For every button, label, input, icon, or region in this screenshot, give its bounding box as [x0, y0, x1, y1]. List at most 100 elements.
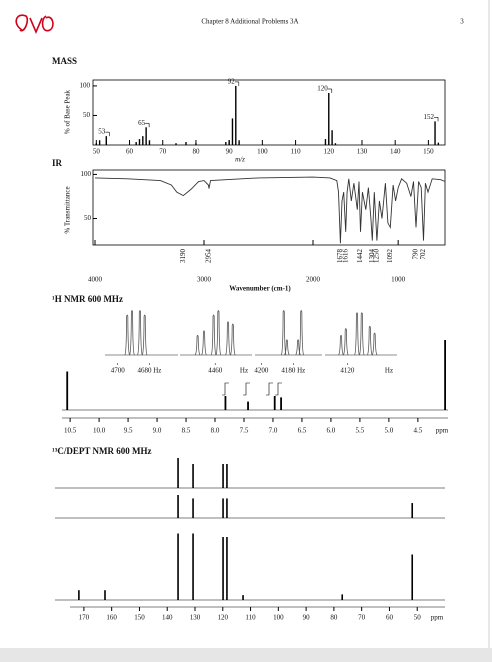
peak — [411, 554, 414, 600]
integral — [243, 382, 250, 396]
plot-frame — [92, 169, 446, 246]
peak-label: 3190 — [179, 249, 187, 264]
inset-tick-label: 4200 — [254, 367, 269, 375]
multiplet-line — [137, 310, 143, 356]
peak — [177, 533, 179, 600]
section-title: IR — [52, 158, 63, 168]
x-tick-label: 10.5 — [64, 427, 77, 435]
peak — [177, 458, 179, 488]
peak — [242, 595, 244, 600]
multiplet-line — [124, 314, 130, 356]
x-tick-label: 4.5 — [413, 427, 422, 435]
x-axis-label: Wavenumber (cm-1) — [229, 285, 291, 293]
x-tick-label: 90 — [226, 148, 234, 156]
peak — [192, 533, 194, 600]
x-tick-label: 9.0 — [153, 427, 162, 435]
peak — [195, 143, 197, 145]
peak-label: 1092 — [386, 249, 394, 264]
y-axis-label: % of Base Peak — [64, 89, 72, 134]
multiplet-line — [338, 334, 344, 356]
x-tick-label: 8.5 — [182, 427, 191, 435]
peak — [222, 464, 224, 488]
multiplet-line — [298, 310, 305, 356]
x-axis-label: ppm — [431, 614, 444, 622]
x-tick-label: 9.5 — [124, 427, 133, 435]
x-tick-label: 1000 — [391, 276, 406, 284]
x-tick-label: 7.5 — [240, 427, 249, 435]
x-tick-label: 150 — [423, 148, 434, 156]
section-title: MASS — [52, 56, 77, 66]
x-tick-label: 80 — [330, 614, 338, 622]
x-tick-label: 50 — [414, 614, 422, 622]
x-tick-label: 50 — [93, 148, 101, 156]
x-tick-label: 100 — [257, 148, 268, 156]
peak — [104, 590, 106, 600]
multiplet-line — [230, 323, 236, 356]
peak — [226, 464, 228, 488]
peak-label: 1304 — [368, 249, 376, 264]
x-axis-label: m/z — [235, 156, 245, 164]
x-tick-label: 7.0 — [269, 427, 278, 435]
multiplet-line — [354, 312, 360, 356]
x-tick-label: 110 — [290, 148, 301, 156]
peak-label: 1442 — [356, 249, 364, 264]
x-tick-label: 140 — [390, 148, 401, 156]
screen-bar — [0, 648, 492, 662]
x-tick-label: 90 — [303, 614, 311, 622]
x-tick-label: 3000 — [197, 276, 212, 284]
peak — [222, 498, 224, 518]
peak-label: 790 — [412, 249, 420, 260]
multiplet-line — [359, 312, 365, 356]
x-tick-label: 5.5 — [356, 427, 365, 435]
peak — [78, 590, 80, 600]
x-tick-label: 5.0 — [385, 427, 394, 435]
peak-label: 152 — [424, 113, 435, 121]
peak — [148, 140, 151, 145]
plot-frame — [92, 79, 446, 146]
x-tick-label: 140 — [162, 614, 173, 622]
x-tick-label: 8.0 — [211, 427, 220, 435]
peak — [273, 396, 276, 410]
page-number: 3 — [460, 18, 464, 26]
peak — [444, 340, 447, 410]
peak — [145, 127, 147, 145]
x-tick-label: 70 — [358, 614, 366, 622]
peak-label: 53 — [98, 128, 106, 136]
x-tick-label: 4000 — [88, 276, 103, 284]
multiplet-line — [225, 321, 231, 356]
peak — [177, 495, 179, 518]
peak-label: 2954 — [205, 249, 213, 264]
peak — [224, 396, 227, 410]
peak — [247, 401, 249, 410]
multiplet-line — [215, 310, 222, 356]
peak — [231, 118, 234, 145]
section-title: ¹H NMR 600 MHz — [52, 294, 123, 304]
multiplet-line — [280, 310, 287, 356]
peak — [66, 371, 69, 410]
peak — [228, 140, 230, 145]
x-tick-label: 100 — [273, 614, 284, 622]
peak-label: 65 — [138, 119, 146, 127]
x-tick-label: 60 — [386, 614, 394, 622]
ir-trace — [94, 176, 446, 244]
peak — [334, 143, 337, 145]
peak — [238, 140, 240, 145]
x-axis-label: ppm — [436, 427, 449, 435]
peak — [175, 143, 177, 145]
multiplet-line — [194, 334, 201, 356]
x-tick-label: 60 — [126, 148, 134, 156]
peak — [98, 140, 101, 145]
inset-tick-label: 4180 Hz — [281, 367, 305, 375]
peak — [226, 537, 228, 600]
peak — [328, 93, 330, 145]
multiplet-line — [129, 310, 135, 356]
peak — [331, 130, 333, 145]
handwriting — [15, 14, 54, 35]
x-tick-label: 160 — [106, 614, 117, 622]
peak — [411, 503, 414, 518]
peak-label: 1678 — [336, 249, 344, 264]
y-tick-label: 50 — [83, 111, 91, 119]
inset-unit: Hz — [385, 367, 393, 375]
y-tick-label: 100 — [80, 82, 91, 90]
x-tick-label: 10.0 — [93, 427, 106, 435]
